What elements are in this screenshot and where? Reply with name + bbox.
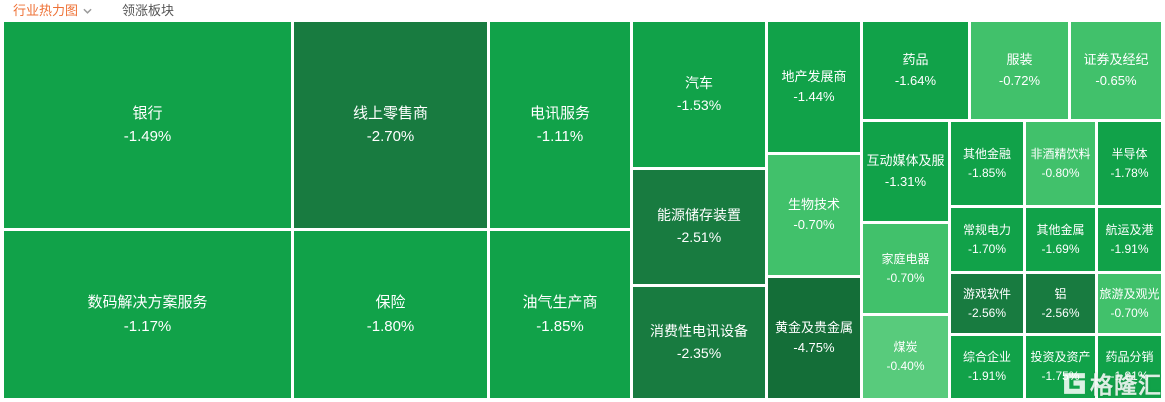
tab-industry-heatmap-label: 行业热力图 — [13, 3, 79, 18]
tile-sector-name: 电讯服务 — [529, 104, 590, 122]
tile-change-pct: -2.56% — [1041, 305, 1080, 320]
treemap-tile[interactable]: 证券及经纪 -0.65% — [1071, 22, 1161, 119]
tile-change-pct: -0.80% — [1041, 165, 1080, 180]
tile-sector-name: 服装 — [1006, 52, 1033, 68]
tile-change-pct: -1.17% — [123, 317, 172, 335]
treemap-tile[interactable]: 综合企业 -1.91% — [951, 336, 1023, 398]
treemap-tile[interactable]: 其他金属 -1.69% — [1026, 208, 1095, 271]
tile-change-pct: -1.75% — [1041, 369, 1080, 383]
tile-change-pct: -1.78% — [1110, 165, 1149, 180]
tile-change-pct: -1.91% — [1110, 369, 1149, 383]
treemap-tile[interactable]: 保险 -1.80% — [294, 231, 487, 398]
treemap-tile[interactable]: 电讯服务 -1.11% — [490, 22, 630, 228]
treemap-tile[interactable]: 航运及港 -1.91% — [1098, 208, 1161, 271]
treemap-tile[interactable]: 药品 -1.64% — [863, 22, 968, 119]
treemap-tile[interactable]: 煤炭 -0.40% — [863, 316, 948, 398]
tile-change-pct: -1.91% — [1110, 241, 1149, 256]
treemap-tile[interactable]: 非酒精饮料 -0.80% — [1026, 122, 1095, 205]
tile-sector-name: 游戏软件 — [962, 286, 1011, 301]
tile-change-pct: -1.85% — [536, 317, 584, 335]
tile-sector-name: 汽车 — [685, 74, 713, 91]
tile-sector-name: 地产发展商 — [781, 68, 847, 84]
treemap-tile[interactable]: 线上零售商 -2.70% — [294, 22, 487, 228]
treemap-tile[interactable]: 旅游及观光 -0.70% — [1098, 274, 1161, 333]
tab-industry-heatmap[interactable]: 行业热力图 — [13, 3, 92, 19]
tile-sector-name: 消费性电讯设备 — [650, 322, 748, 339]
tile-change-pct: -1.49% — [123, 128, 172, 145]
treemap-tile[interactable]: 数码解决方案服务 -1.17% — [4, 231, 291, 398]
tile-change-pct: -0.72% — [998, 72, 1041, 88]
tile-change-pct: -1.70% — [967, 241, 1007, 256]
tab-leading-sectors[interactable]: 领涨板块 — [122, 3, 174, 19]
tile-change-pct: -2.35% — [676, 344, 722, 361]
tile-sector-name: 能源储存装置 — [657, 207, 741, 224]
treemap-tile[interactable]: 半导体 -1.78% — [1098, 122, 1161, 205]
tile-sector-name: 家庭电器 — [881, 251, 930, 266]
tile-change-pct: -2.51% — [676, 229, 722, 245]
treemap-tile[interactable]: 游戏软件 -2.56% — [951, 274, 1023, 333]
tile-change-pct: -1.31% — [884, 173, 927, 189]
tile-change-pct: -1.64% — [894, 72, 937, 88]
tile-sector-name: 铝 — [1054, 286, 1067, 301]
tile-sector-name: 银行 — [132, 104, 163, 122]
tile-change-pct: -0.70% — [886, 270, 925, 285]
tile-change-pct: -0.70% — [1110, 305, 1149, 320]
tile-sector-name: 药品分销 — [1105, 350, 1154, 365]
tile-sector-name: 非酒精饮料 — [1030, 146, 1091, 161]
treemap-tile[interactable]: 铝 -2.56% — [1026, 274, 1095, 333]
tile-change-pct: -0.70% — [793, 217, 835, 232]
treemap-tile[interactable]: 黄金及贵金属 -4.75% — [768, 278, 860, 398]
tile-sector-name: 航运及港 — [1105, 222, 1154, 237]
tile-change-pct: -1.11% — [536, 128, 584, 145]
tile-change-pct: -1.53% — [676, 96, 722, 113]
tile-sector-name: 煤炭 — [893, 340, 918, 355]
tile-sector-name: 其他金属 — [1036, 222, 1085, 237]
tile-sector-name: 药品 — [902, 52, 929, 68]
tile-change-pct: -1.91% — [967, 369, 1007, 383]
chevron-down-icon — [83, 8, 92, 14]
treemap-tile[interactable]: 能源储存装置 -2.51% — [633, 170, 765, 284]
treemap-tile[interactable]: 汽车 -1.53% — [633, 22, 765, 167]
treemap-tile[interactable]: 常规电力 -1.70% — [951, 208, 1023, 271]
tile-sector-name: 黄金及贵金属 — [774, 319, 853, 335]
tile-change-pct: -1.44% — [793, 89, 835, 104]
treemap-tile[interactable]: 生物技术 -0.70% — [768, 155, 860, 275]
treemap-tile[interactable]: 投资及资产 -1.75% — [1026, 336, 1095, 398]
treemap-tile[interactable]: 地产发展商 -1.44% — [768, 22, 860, 152]
tile-sector-name: 生物技术 — [787, 196, 840, 212]
treemap-tile[interactable]: 其他金融 -1.85% — [951, 122, 1023, 205]
tile-change-pct: -1.85% — [967, 165, 1007, 180]
treemap-tile[interactable]: 互动媒体及服 -1.31% — [863, 122, 948, 221]
tile-change-pct: -0.65% — [1095, 72, 1137, 88]
tile-sector-name: 投资及资产 — [1030, 350, 1091, 365]
tile-sector-name: 保险 — [375, 294, 406, 312]
tab-leading-sectors-label: 领涨板块 — [122, 3, 175, 18]
tile-sector-name: 线上零售商 — [352, 104, 428, 122]
treemap-tile[interactable]: 消费性电讯设备 -2.35% — [633, 287, 765, 398]
tile-sector-name: 综合企业 — [962, 350, 1011, 365]
tile-sector-name: 互动媒体及服 — [866, 153, 945, 169]
tile-change-pct: -4.75% — [793, 340, 835, 355]
tile-change-pct: -2.70% — [366, 128, 415, 145]
tile-sector-name: 油气生产商 — [522, 294, 598, 312]
tile-change-pct: -1.80% — [366, 317, 415, 335]
tile-sector-name: 证券及经纪 — [1083, 52, 1149, 68]
header: 行业热力图 领涨板块 — [0, 0, 1165, 22]
tile-change-pct: -2.56% — [967, 305, 1007, 320]
tile-sector-name: 旅游及观光 — [1099, 286, 1160, 301]
tile-change-pct: -0.40% — [886, 359, 925, 373]
treemap-tile[interactable]: 银行 -1.49% — [4, 22, 291, 228]
tile-sector-name: 其他金融 — [962, 146, 1011, 161]
tile-sector-name: 数码解决方案服务 — [87, 294, 208, 312]
treemap-tile[interactable]: 油气生产商 -1.85% — [490, 231, 630, 398]
treemap-tile[interactable]: 药品分销 -1.91% — [1098, 336, 1161, 398]
treemap-tile[interactable]: 家庭电器 -0.70% — [863, 224, 948, 313]
treemap-tile[interactable]: 服装 -0.72% — [971, 22, 1068, 119]
tile-change-pct: -1.69% — [1041, 241, 1080, 256]
tile-sector-name: 常规电力 — [962, 222, 1011, 237]
tile-sector-name: 半导体 — [1111, 146, 1148, 161]
